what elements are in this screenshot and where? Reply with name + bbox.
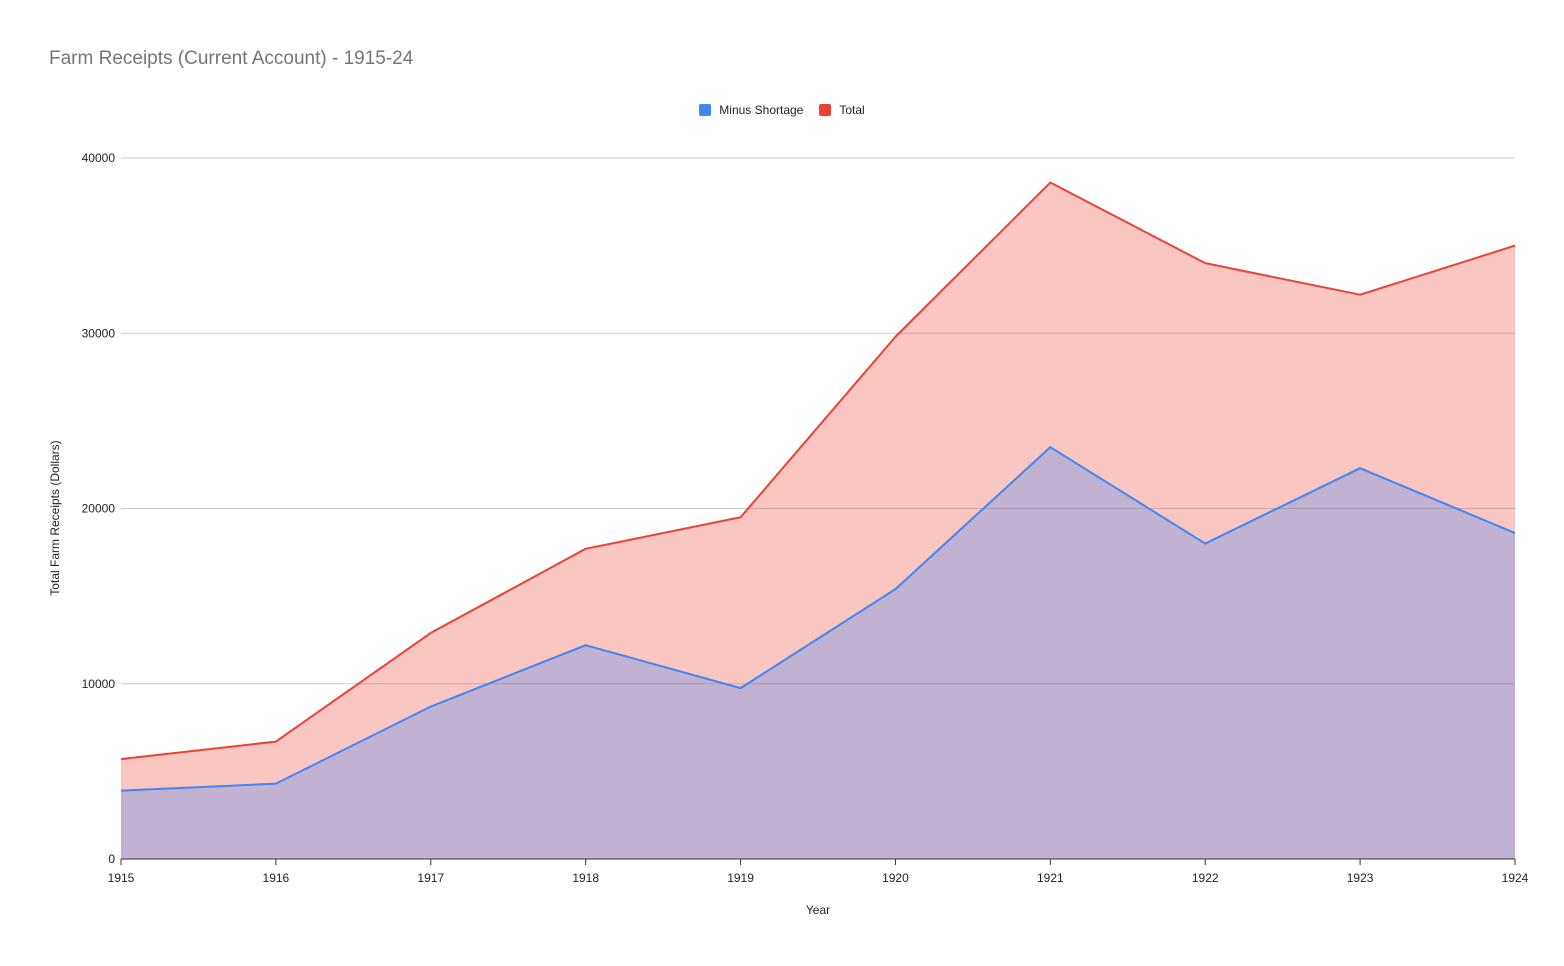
legend-label-minus-shortage: Minus Shortage [719, 103, 804, 117]
area-minus-shortage [121, 447, 1515, 859]
x-tick-label: 1924 [1502, 871, 1529, 885]
x-tick-label: 1920 [882, 871, 909, 885]
y-tick-label: 10000 [82, 677, 116, 691]
x-tick-label: 1919 [727, 871, 754, 885]
chart-title: Farm Receipts (Current Account) - 1915-2… [49, 48, 414, 69]
x-axis-label: Year [806, 903, 830, 917]
line-total[interactable] [120, 181, 1516, 761]
x-tick-label: 1923 [1347, 871, 1374, 885]
y-axis-label: Total Farm Receipts (Dollars) [48, 440, 62, 595]
x-tick-label: 1922 [1192, 871, 1219, 885]
y-tick-label: 0 [108, 852, 115, 866]
x-tick-label: 1921 [1037, 871, 1064, 885]
y-tick-label: 30000 [82, 326, 116, 340]
chart-legend: Minus Shortage Total [0, 103, 1564, 117]
legend-item-minus-shortage[interactable]: Minus Shortage [699, 103, 803, 117]
x-tick-label: 1915 [108, 871, 135, 885]
line-minus-shortage[interactable] [120, 446, 1516, 792]
x-tick-label: 1916 [263, 871, 290, 885]
x-tick-label: 1917 [417, 871, 444, 885]
legend-label-total: Total [839, 103, 865, 117]
legend-swatch-minus-shortage [699, 104, 712, 116]
legend-swatch-total [819, 104, 832, 116]
area-total [121, 182, 1515, 859]
y-tick-label: 40000 [82, 151, 116, 165]
y-tick-label: 20000 [82, 502, 116, 516]
x-tick-label: 1918 [572, 871, 599, 885]
legend-item-total[interactable]: Total [819, 103, 865, 117]
